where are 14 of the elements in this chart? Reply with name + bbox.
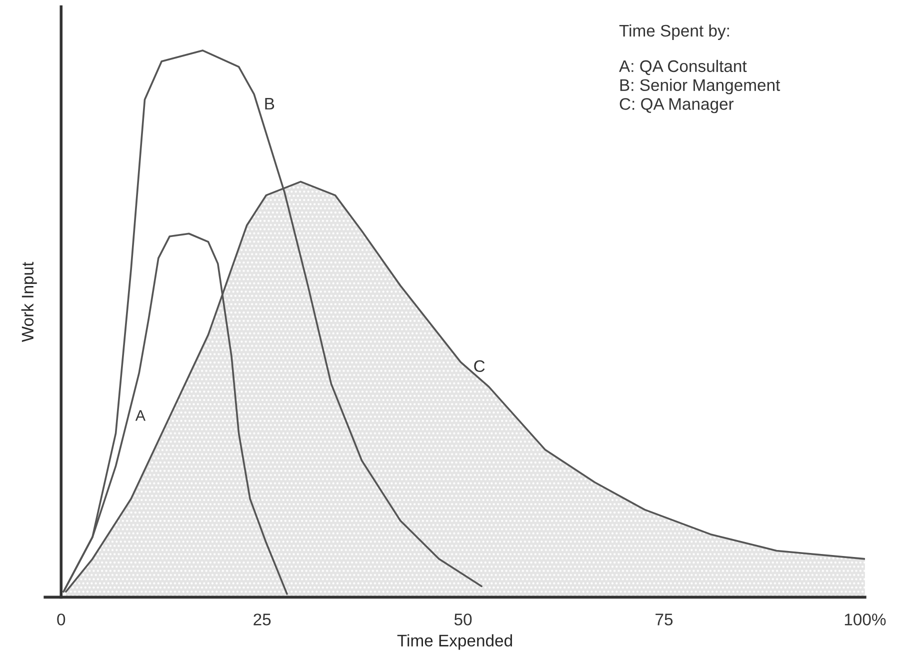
- text: Time Spent by:: [619, 24, 729, 40]
- annotation: A: QA Consultant: [619, 60, 747, 76]
- x-axis-title: Time Expended: [397, 634, 512, 650]
- x-tick-label: 0: [57, 614, 66, 626]
- x-tick-label: 50: [454, 614, 472, 626]
- x-tick-label: 100%: [844, 614, 886, 626]
- series-label: A: [135, 410, 146, 421]
- series-label: B: [265, 98, 274, 110]
- x-tick-label: 25: [254, 614, 271, 626]
- series-label: C: [474, 360, 485, 372]
- annotation: B: Senior Mangement: [620, 78, 780, 94]
- annotation: C: QA Manager: [620, 98, 734, 114]
- x-tick-label: 75: [656, 614, 673, 626]
- y-axis-title: Work Input: [21, 262, 37, 342]
